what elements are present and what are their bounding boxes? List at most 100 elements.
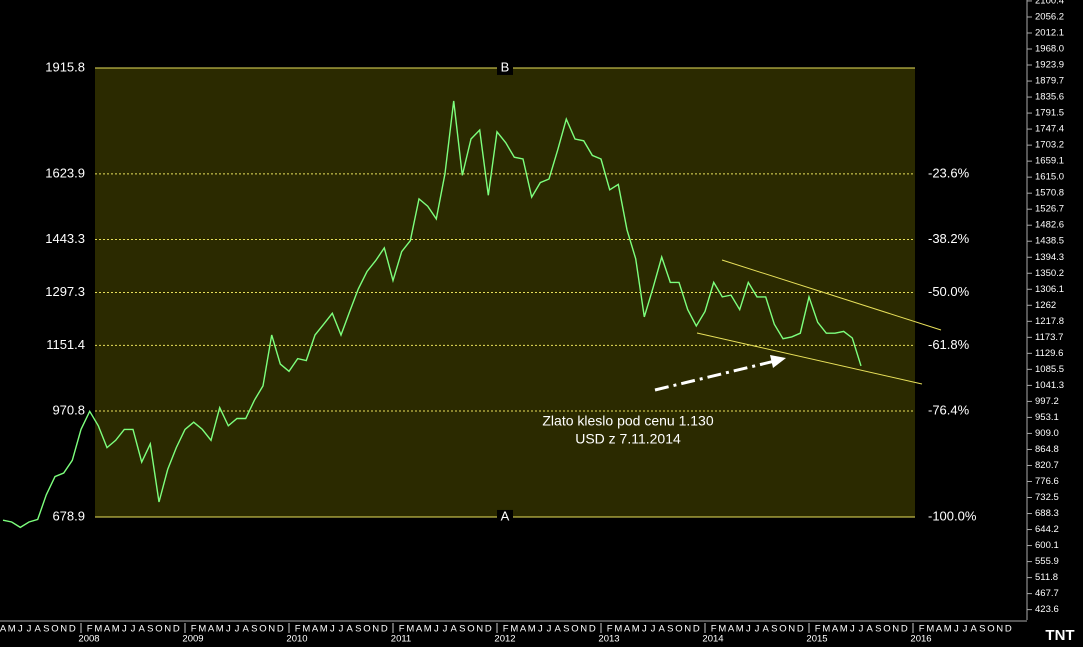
x-tick-label: S	[771, 624, 777, 635]
y-tick-label: 1085.5	[1035, 364, 1064, 375]
y-tick-label: 909.0	[1035, 428, 1059, 439]
y-tick-label: 732.5	[1035, 492, 1059, 503]
x-tick-label: A	[312, 624, 319, 635]
x-tick-label: O	[363, 624, 370, 635]
x-tick-label: F	[711, 624, 717, 635]
x-tick-label: M	[944, 624, 952, 635]
x-tick-label: J	[330, 624, 335, 635]
y-tick-label: 511.8	[1035, 572, 1058, 583]
y-tick-label: 1570.8	[1035, 188, 1064, 199]
x-tick-label: M	[424, 624, 432, 635]
x-tick-label: D	[693, 624, 700, 635]
x-tick-label: M	[8, 624, 16, 635]
x-tick-label: J	[859, 624, 864, 635]
x-tick-label: S	[459, 624, 465, 635]
y-tick-label: 1173.7	[1035, 332, 1063, 343]
y-tick-label: 820.7	[1035, 460, 1059, 471]
channel-upper	[721, 259, 942, 331]
fib-price-label: 1623.9	[45, 165, 85, 180]
x-tick-label: N	[372, 624, 379, 635]
x-tick-label: M	[320, 624, 328, 635]
y-tick-label: 776.6	[1035, 476, 1059, 487]
x-tick-label: A	[346, 624, 353, 635]
y-tick-label: 1129.6	[1035, 348, 1063, 359]
x-tick-label: J	[235, 624, 240, 635]
x-tick-label: A	[866, 624, 873, 635]
x-tick-label: F	[191, 624, 197, 635]
channel-lower	[696, 332, 923, 385]
x-tick-label: A	[970, 624, 977, 635]
x-tick-label: S	[355, 624, 361, 635]
y-tick-label: 1217.8	[1035, 316, 1064, 327]
y-tick-label: 997.2	[1035, 396, 1059, 407]
x-tick-label: M	[94, 624, 102, 635]
y-tick-label: 1703.2	[1035, 140, 1064, 151]
x-tick-label: D	[485, 624, 492, 635]
series-layer	[2, 100, 862, 529]
x-tick-label: D	[173, 624, 180, 635]
x-tick-label: O	[675, 624, 682, 635]
x-tick-label: J	[963, 624, 968, 635]
y-tick-label: 2056.2	[1035, 12, 1064, 23]
x-tick-label: S	[667, 624, 673, 635]
x-tick-label: S	[875, 624, 881, 635]
x-tick-label: N	[684, 624, 691, 635]
logo-bg	[1030, 624, 1083, 647]
x-tick-label: N	[268, 624, 275, 635]
x-year-label: 2013	[598, 634, 619, 645]
x-tick-label: J	[746, 624, 751, 635]
x-tick-label: M	[840, 624, 848, 635]
x-tick-label: S	[147, 624, 153, 635]
x-tick-label: N	[476, 624, 483, 635]
x-year-label: 2012	[494, 634, 515, 645]
x-tick-label: A	[450, 624, 457, 635]
x-tick-label: N	[580, 624, 587, 635]
price-line	[2, 100, 862, 529]
x-tick-label: A	[0, 624, 7, 635]
x-tick-label: N	[164, 624, 171, 635]
x-year-label: 2011	[391, 634, 411, 645]
fib-price-label: 1915.8	[45, 59, 85, 74]
y-tick-label: 1615.0	[1035, 172, 1064, 183]
x-tick-label: D	[381, 624, 388, 635]
x-tick-label: N	[892, 624, 899, 635]
x-tick-label: D	[901, 624, 908, 635]
x-tick-label: A	[936, 624, 943, 635]
fib-percent-label: -76.4%	[928, 402, 970, 417]
y-tick-label: 864.8	[1035, 444, 1059, 455]
x-tick-label: A	[104, 624, 111, 635]
x-tick-label: M	[926, 624, 934, 635]
fib-percent-label: -23.6%	[928, 165, 970, 180]
x-tick-label: S	[251, 624, 257, 635]
y-tick-label: 1482.6	[1035, 220, 1064, 231]
x-tick-label: J	[443, 624, 448, 635]
y-tick-label: 1041.3	[1035, 380, 1064, 391]
x-tick-label: J	[27, 624, 32, 635]
x-tick-label: O	[467, 624, 474, 635]
x-year-label: 2009	[182, 634, 203, 645]
x-tick-label: F	[87, 624, 93, 635]
x-tick-label: A	[208, 624, 215, 635]
x-tick-label: A	[554, 624, 561, 635]
y-tick-label: 1526.7	[1035, 204, 1064, 215]
x-tick-label: F	[919, 624, 925, 635]
x-tick-label: A	[34, 624, 41, 635]
x-year-label: 2010	[286, 634, 307, 645]
x-tick-label: M	[718, 624, 726, 635]
fib-price-label: 1151.4	[46, 337, 85, 352]
x-tick-label: O	[987, 624, 994, 635]
arrow-line	[654, 359, 776, 392]
x-tick-label: O	[571, 624, 578, 635]
y-tick-label: 1835.6	[1035, 92, 1064, 103]
x-tick-label: F	[295, 624, 301, 635]
x-tick-label: F	[503, 624, 509, 635]
y-tick-label: 1968.0	[1035, 44, 1064, 55]
x-tick-label: J	[339, 624, 344, 635]
x-tick-label: J	[642, 624, 647, 635]
y-tick-label: 1262	[1035, 300, 1056, 311]
x-tick-label: J	[122, 624, 127, 635]
y-tick-label: 1791.5	[1035, 108, 1064, 119]
x-tick-label: M	[216, 624, 224, 635]
x-tick-label: M	[528, 624, 536, 635]
arrow-head	[770, 355, 786, 368]
